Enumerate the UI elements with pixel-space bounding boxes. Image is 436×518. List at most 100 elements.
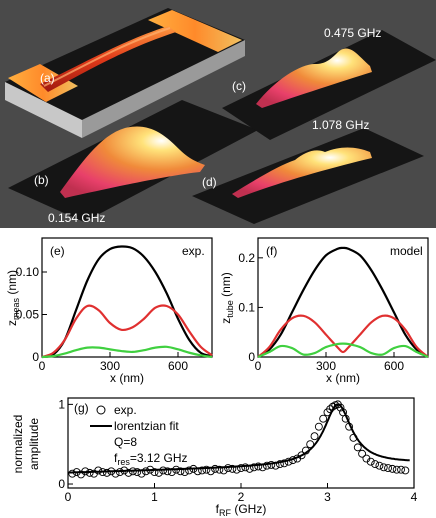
exp-data-point [198, 466, 207, 475]
exp-data-point [124, 468, 133, 477]
panel-label-e: (e) [50, 244, 65, 258]
afm-frequency-c: 0.475 GHz [324, 26, 381, 40]
e-series-line-1 [41, 304, 213, 359]
exp-data-point [211, 464, 220, 473]
g-xtick-label: 0 [65, 490, 72, 504]
afm-panel-d: (d) 1.078 GHz [192, 118, 424, 224]
exp-data-point [306, 440, 315, 449]
afm-panel-b: (b) 0.154 GHz [8, 100, 258, 225]
exp-data-point [297, 451, 306, 460]
afm-panel-c: (c) 0.475 GHz [222, 26, 436, 140]
ylabel-f: ztube (nm) [219, 272, 235, 324]
exp-data-point [319, 414, 328, 423]
exp-data-point [401, 466, 410, 475]
fit-fres-text: fres=3.12 GHz [114, 451, 188, 467]
chart-f: 0 300 600 0 0.1 0.2 (f) model x (nm) ztube (n… [219, 237, 429, 385]
panel-label-b: (b) [34, 173, 49, 187]
xlabel-e: x (nm) [110, 371, 144, 385]
exp-data-point [150, 468, 159, 477]
exp-data-point [111, 469, 120, 478]
exp-data-point [314, 422, 323, 431]
ticks-g: 0 1 2 3 4 0 1 [58, 397, 417, 504]
series-f [257, 246, 429, 359]
f-xtick-label: 300 [316, 359, 336, 373]
g-xtick-label: 3 [324, 490, 331, 504]
exp-data-point [68, 469, 77, 478]
exp-data-point [379, 463, 388, 472]
e-ytick-label: 0 [32, 350, 39, 364]
g-xtick-label: 4 [411, 490, 418, 504]
ticks-e: 0 300 600 0 0.05 0.10 [16, 265, 189, 373]
afm-panel-a: (a) [5, 8, 245, 138]
e-xtick-label: 0 [39, 359, 46, 373]
afm-images: (a) (b) 0.154 GHz (c) 0.475 GHz (d) 1.07… [5, 8, 436, 225]
chart-g: 0 1 2 3 4 0 1 (g) exp. lorentzian fit Q=8 fres… [11, 397, 418, 518]
legend-fit-label: lorentzian fit [114, 419, 179, 433]
plot-frame-e [41, 237, 213, 358]
g-ytick-label: 0 [58, 477, 65, 491]
exp-data-point [358, 449, 367, 458]
exp-data-point [371, 460, 380, 469]
panel-label-c: (c) [232, 79, 246, 93]
exp-data-point [353, 443, 362, 452]
legend-exp-label: exp. [114, 403, 137, 417]
exp-data-point [263, 461, 271, 470]
exp-data-point [185, 466, 194, 475]
xlabel-g: fRF (GHz) [216, 502, 267, 518]
g-xtick-label: 1 [151, 490, 158, 504]
e-series-line-0 [41, 245, 213, 359]
e-ytick-label: 0.05 [16, 308, 40, 322]
exp-data-point [384, 464, 392, 473]
series-e [41, 245, 213, 359]
fit-curve-g [68, 403, 410, 474]
g-xtick-label: 2 [238, 490, 245, 504]
afm-image-panel: (a) (b) 0.154 GHz (c) 0.475 GHz (d) 1.07… [0, 0, 436, 228]
exp-data-point [336, 403, 345, 412]
exp-data-point [133, 468, 142, 477]
ylabel-e: zmeas (nm) [5, 270, 21, 326]
annotation-e: exp. [182, 244, 205, 258]
ticks-f: 0 300 600 0 0.1 0.2 [238, 251, 404, 373]
g-ytick-label: 1 [58, 397, 65, 411]
afm-frequency-d: 1.078 GHz [312, 118, 369, 132]
plot-frame-f [257, 237, 429, 358]
exp-data-point [375, 461, 384, 470]
e-xtick-label: 600 [168, 359, 188, 373]
f-series-line-1 [257, 314, 429, 358]
exp-data-point [392, 465, 401, 474]
exp-data-point [237, 464, 245, 473]
exp-data-point [397, 465, 405, 474]
exp-data-point [310, 432, 319, 441]
afm-frequency-b: 0.154 GHz [48, 211, 105, 225]
ylabel-g-line1: normalized [11, 415, 25, 474]
lorentzian-fit-line [68, 403, 410, 474]
panel-label-a: (a) [40, 71, 55, 85]
f-series-line-0 [257, 246, 429, 358]
panel-label-g: (g) [74, 401, 89, 415]
f-series-line-2 [257, 342, 429, 359]
chart-e: 0 300 600 0 0.05 0.10 (e) exp. x (nm) zmeas (… [5, 237, 213, 385]
exp-data-point [215, 465, 224, 474]
exp-data-point [366, 457, 375, 466]
exp-data-point [388, 464, 397, 473]
f-xtick-label: 0 [255, 359, 262, 373]
exp-data-point [275, 460, 284, 469]
xlabel-f: x (nm) [326, 371, 360, 385]
exp-data-point [254, 462, 263, 471]
f-ytick-label: 0 [248, 350, 255, 364]
e-xtick-label: 300 [100, 359, 120, 373]
e-series-line-2 [41, 345, 213, 359]
exp-data-point [241, 463, 250, 472]
f-ytick-label: 0.1 [238, 300, 255, 314]
panel-label-d: (d) [202, 175, 217, 189]
exp-data-point [202, 465, 211, 474]
exp-data-point [94, 466, 103, 475]
ylabel-g-line2: amplitude [27, 418, 41, 470]
exp-data-point [280, 459, 289, 468]
f-ytick-label: 0.2 [238, 251, 255, 265]
exp-data-point [250, 463, 258, 472]
panel-label-f: (f) [266, 244, 277, 258]
fit-q-text: Q=8 [114, 435, 137, 449]
exp-data-point [228, 464, 237, 473]
annotation-f: model [390, 244, 423, 258]
